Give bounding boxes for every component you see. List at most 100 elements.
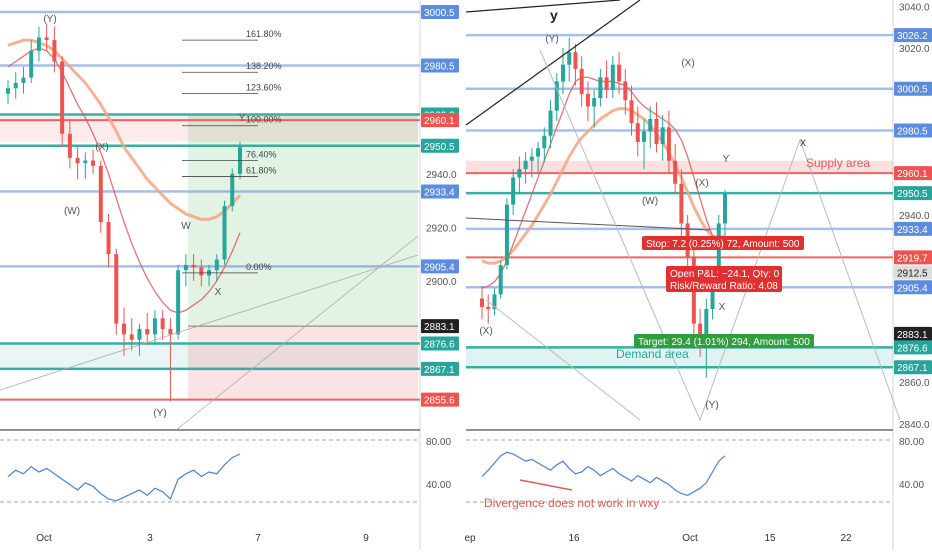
channel-line-bottom [465,0,641,126]
candle-body [199,267,204,276]
price-tag-bg [894,28,932,43]
price-tag: 2960.1 [897,169,928,180]
candle-body [604,77,609,90]
candle-body [36,37,41,51]
price-tag-group: 3000.5 [421,5,459,19]
price-tag-group: 2919.7 [894,250,932,265]
candle-body [222,205,227,260]
candle-body [567,52,572,65]
wave-label: (X) [479,326,492,337]
x-tick-label: ep [464,533,476,544]
price-tag: 2905.4 [897,283,928,294]
y-tick-label: 3020.0 [899,44,930,55]
price-tag-group: 2883.1 [894,326,932,341]
candle-body [629,100,634,124]
candle-body [122,323,126,335]
wave-label: (Y) [545,34,558,45]
fib-level-label: 61.80% [246,166,277,176]
x-tick-label: 16 [568,533,580,544]
candle-body [679,183,684,224]
candle-body [44,37,49,41]
candle-body [579,68,584,94]
candle-body [623,81,628,101]
price-tag-group: 2867.1 [894,360,932,375]
candle-body [598,77,603,99]
rsi-line-0 [7,453,241,502]
divergence-line [519,479,573,491]
price-tag: 2876.6 [897,343,928,354]
x-tick-label: Oct [682,533,698,544]
channel-line-top [465,0,621,13]
price-tag-group: 2950.5 [894,186,932,201]
candle-body [673,160,678,184]
price-tag-group: 2867.1 [421,361,459,376]
target-tag: Target: 29.4 (1.01%) 294, Amount: 500 [638,337,810,348]
candle-body [52,40,57,62]
candle-body [585,93,590,107]
candle-body [106,222,111,255]
candle-body [152,318,157,335]
price-tag-group: 3000.5 [894,81,932,96]
candle-body [511,177,516,205]
rsi-tick-label: 80.00 [426,437,451,448]
candle-body [648,119,653,132]
projection-path-2 [485,299,641,421]
price-tag: 2855.6 [424,396,455,407]
price-tag-bg [421,113,459,128]
price-tag-group: 2876.6 [894,340,932,355]
candle-body [554,81,559,111]
fib-level-label: 76.40% [246,150,277,160]
candle-body [723,194,727,224]
price-tag: 2905.4 [424,262,455,273]
candle-body [548,110,553,136]
wave-label: (Y) [153,408,166,419]
price-tag-group: 2980.5 [894,123,932,138]
price-tag-group: 2933.4 [421,184,459,199]
trendline-left [0,254,419,391]
price-tag: 2867.1 [424,365,455,376]
candle-body [635,123,640,142]
moving-average-1-0 [481,107,726,265]
candle-body [129,334,134,340]
price-tag-bg [894,166,932,181]
x-tick-label: 9 [363,533,369,544]
candle-body [13,82,18,89]
price-tag: 3000.5 [897,85,928,96]
wave-label: (X) [681,58,694,69]
pnl-tag-bg [666,266,782,280]
price-tag: 3000.5 [424,8,455,19]
price-tag: 2912.5 [897,268,928,279]
price-tag-group: 2876.6 [421,336,459,351]
candle-body [642,131,646,142]
long-position-stop-box [188,326,418,400]
y-tick-label: 3040.0 [899,2,930,13]
candle-body [523,160,528,170]
price-tag-bg [421,259,459,274]
candle-body [168,329,173,335]
fib-level-label: 100.00% [246,115,282,125]
price-tag-group: 3026.2 [894,28,932,43]
wave-y-label: y [550,7,558,23]
rsi-tick-label: 80.00 [899,437,924,448]
price-tag: 2883.1 [424,322,455,333]
candle-body [617,64,622,82]
price-tag: 2933.4 [424,188,455,199]
stop-tag-bg [642,236,804,250]
price-tag-group: 2912.5 [894,265,932,280]
price-tag: 2980.5 [897,126,928,137]
candle-body [6,88,10,94]
wave-label: (Y) [705,400,718,411]
y-tick-label: 2840.0 [899,420,930,431]
price-tag-bg [421,319,459,334]
wave-label: W [181,221,191,232]
x-tick-label: 3 [147,533,153,544]
price-tag: 2950.5 [424,142,455,153]
fib-level-label: 138.20% [246,61,282,71]
candle-body [29,50,34,78]
candle-body [160,318,165,330]
candle-body [67,133,72,158]
candle-body [660,127,665,145]
trendline-left-2 [175,235,419,431]
